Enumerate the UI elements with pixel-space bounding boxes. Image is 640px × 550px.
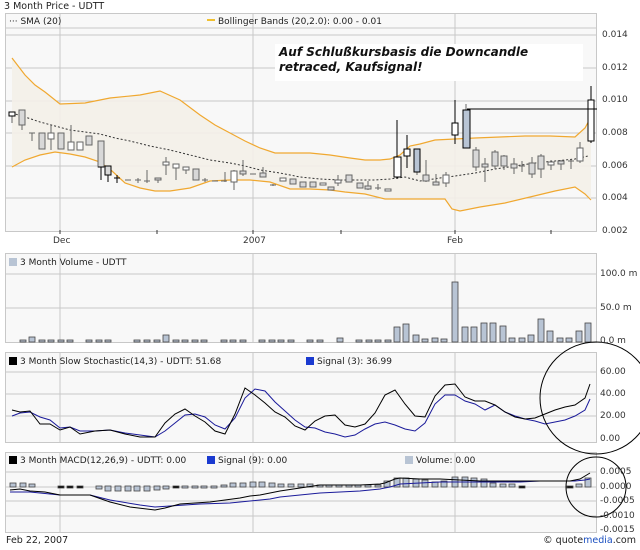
volume-panel [5, 253, 597, 343]
volume-y-tick: 100.0 m [600, 269, 638, 279]
stochastic-y-tick: 40.00 [600, 389, 626, 399]
quotemedia-link[interactable]: © quotemedia.com [543, 535, 636, 546]
x-tick-dec: Dec [53, 236, 71, 246]
legend-sma: ··· SMA (20) [9, 17, 62, 27]
macd-signal-line [10, 478, 591, 508]
price-y-tick: 0.012 [602, 63, 628, 73]
macd-volume-swatch-icon [405, 456, 413, 464]
macd-swatch-icon [9, 456, 17, 464]
macd-histogram [9, 476, 592, 492]
stochastic-swatch-icon [9, 357, 17, 365]
legend-macd-volume-label: Volume: 0.00 [416, 456, 476, 466]
legend-macd: 3 Month MACD(12,26,9) - UDTT: 0.00 [9, 456, 186, 466]
price-y-tick: 0.014 [602, 30, 628, 40]
chart-title: 3 Month Price - UDTT [4, 1, 105, 12]
price-x-ticks [59, 230, 552, 234]
stochastic-signal-line [11, 388, 591, 438]
bollinger-swatch-icon [207, 19, 215, 21]
legend-macd-signal-label: Signal (9): 0.00 [218, 456, 288, 466]
legend-macd-volume: Volume: 0.00 [405, 456, 475, 466]
legend-stochastic-signal: Signal (3): 36.99 [306, 357, 392, 367]
legend-bollinger: Bollinger Bands (20,2.0): 0.00 - 0.01 [207, 17, 382, 27]
legend-volume-label: 3 Month Volume - UDTT [20, 258, 127, 268]
macd-annotation-circle [565, 456, 627, 518]
stochastic-main-line [11, 383, 591, 438]
volume-y-tick: 0.0 m [600, 336, 626, 346]
candlesticks [8, 86, 597, 192]
macd-y-tick: 0.0000 [600, 482, 632, 492]
macd-main-line [9, 472, 591, 511]
macd-panel [5, 452, 597, 533]
volume-swatch-icon [9, 258, 17, 266]
x-tick-feb: Feb [447, 236, 463, 246]
bollinger-lower-line [11, 151, 592, 212]
x-tick-2007: 2007 [243, 236, 266, 246]
legend-macd-label: 3 Month MACD(12,26,9) - UDTT: 0.00 [20, 456, 187, 466]
stochastic-y-tick: 20.00 [600, 411, 626, 421]
legend-volume: 3 Month Volume - UDTT [9, 258, 126, 268]
volume-y-tick: 50.0 m [600, 303, 632, 313]
macd-signal-swatch-icon [207, 456, 215, 464]
stochastic-y-tick: 60.00 [600, 367, 626, 377]
annotation-note: Auf Schlußkursbasis die Downcandle retra… [275, 44, 583, 81]
legend-stochastic: 3 Month Slow Stochastic(14,3) - UDTT: 51… [9, 357, 221, 367]
price-y-tick: 0.006 [602, 161, 628, 171]
annotation-line-1: Auf Schlußkursbasis die Downcandle [279, 45, 529, 59]
brand-media: media [583, 535, 613, 546]
legend-bollinger-label: Bollinger Bands (20,2.0): 0.00 - 0.01 [218, 17, 382, 27]
price-y-tick: 0.010 [602, 95, 628, 105]
signal-swatch-icon [306, 357, 314, 365]
annotation-line-2: retraced, Kaufsignal! [279, 60, 423, 74]
volume-bars [19, 281, 592, 343]
legend-macd-signal: Signal (9): 0.00 [207, 456, 287, 466]
sma-line [11, 112, 589, 182]
stochastic-y-tick: 0.00 [600, 434, 621, 444]
brand-suffix: .com [612, 535, 636, 546]
macd-y-tick: -0.0010 [600, 511, 635, 521]
legend-stochastic-label: 3 Month Slow Stochastic(14,3) - UDTT: 51… [20, 357, 222, 367]
price-y-tick: 0.004 [602, 193, 628, 203]
stochastic-panel [5, 352, 597, 443]
legend-stochastic-signal-label: Signal (3): 36.99 [317, 357, 392, 367]
macd-y-tick: 0.0005 [600, 467, 632, 477]
price-y-tick: 0.008 [602, 128, 628, 138]
macd-y-tick: -0.0015 [600, 525, 635, 535]
stochastic-gridlines [5, 352, 597, 442]
stochastic-annotation-circle [539, 341, 640, 455]
brand-prefix: © quote [543, 535, 584, 546]
bollinger-upper-line [11, 57, 592, 161]
footer-date: Feb 22, 2007 [6, 535, 69, 546]
price-y-tick: 0.002 [602, 226, 628, 236]
macd-y-tick: -0.0005 [600, 496, 635, 506]
